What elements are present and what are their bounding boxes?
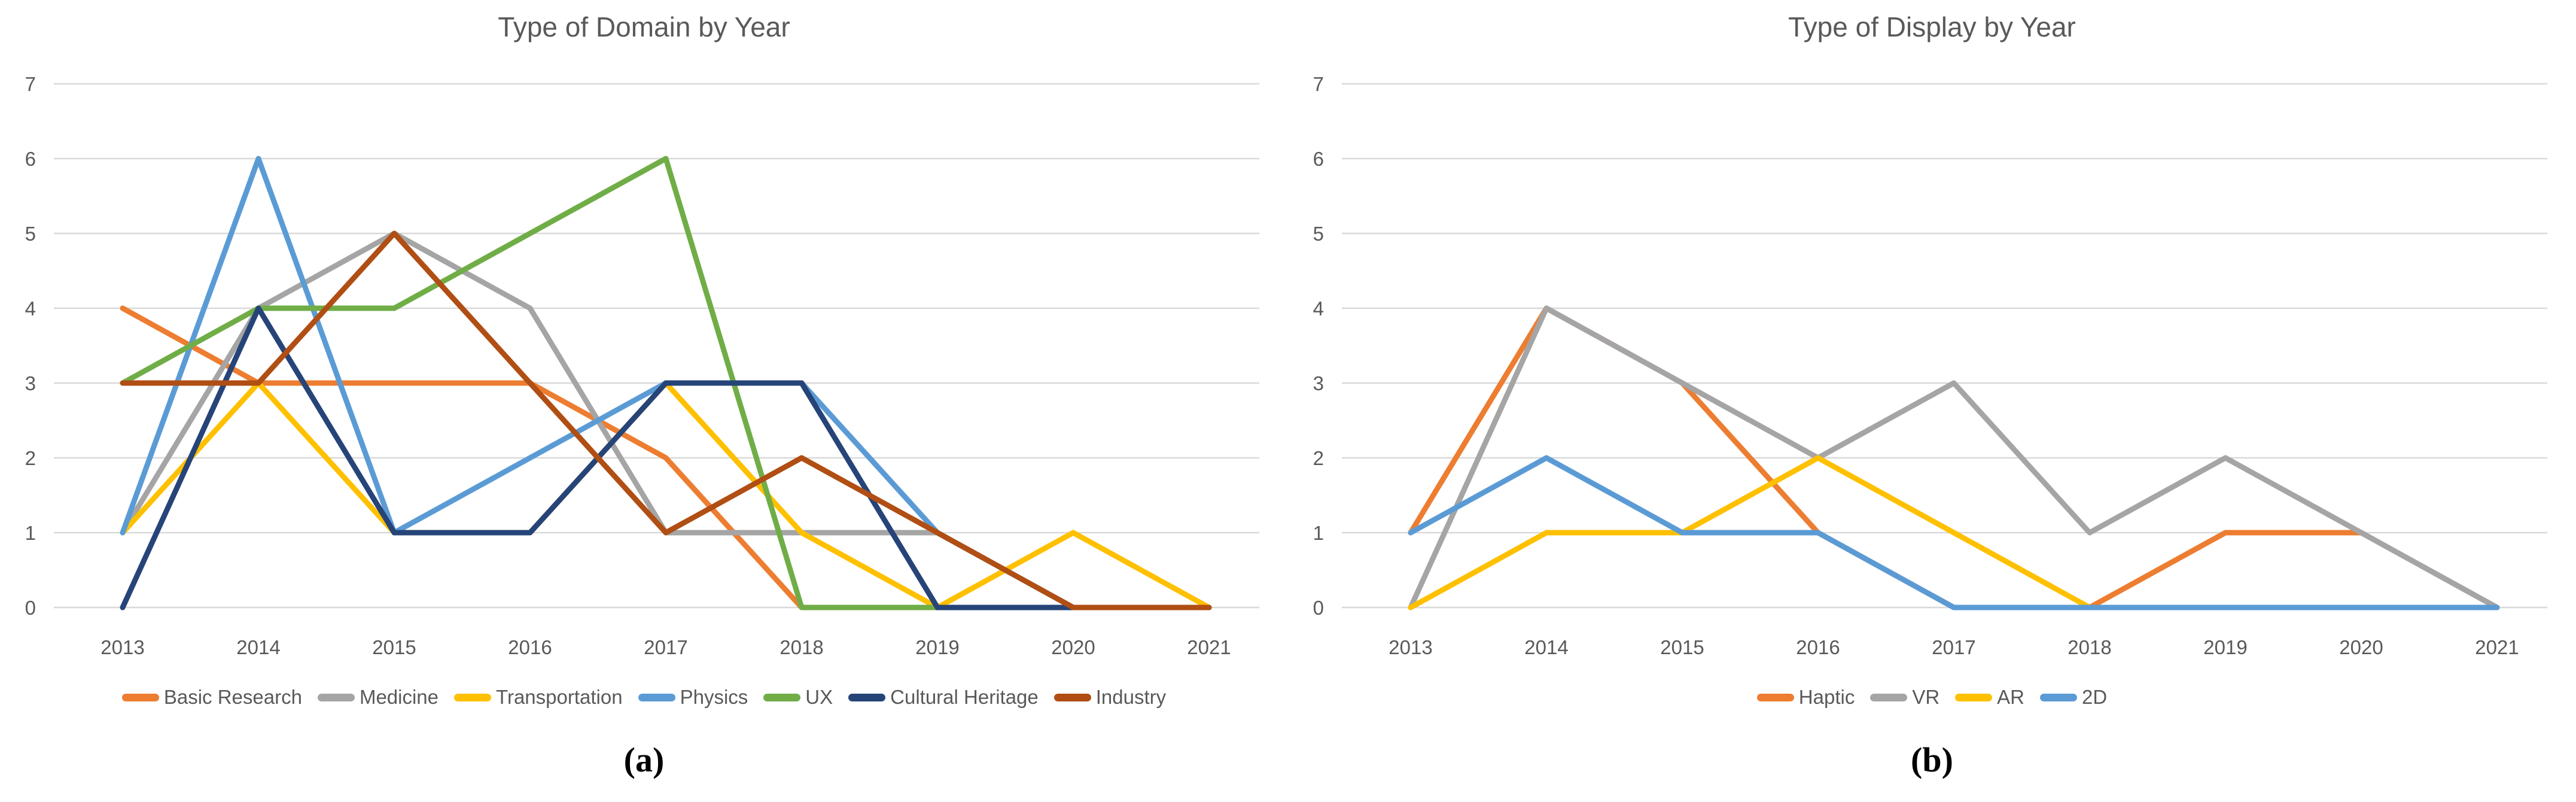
y-tick-label: 4 — [1313, 297, 1324, 320]
x-tick-label: 2017 — [644, 636, 687, 658]
y-tick-label: 5 — [1313, 223, 1324, 245]
y-tick-label: 6 — [1313, 148, 1324, 170]
y-tick-label: 0 — [25, 597, 36, 619]
legend-item-basic-research: Basic Research — [121, 686, 302, 709]
legend-label: Basic Research — [163, 686, 302, 708]
x-tick-label: 2016 — [1796, 636, 1840, 658]
legend-item-medicine: Medicine — [317, 686, 439, 709]
legend-item-haptic: Haptic — [1756, 686, 1855, 709]
x-tick-label: 2013 — [101, 636, 144, 658]
legend-swatch-haptic — [1756, 693, 1794, 701]
y-tick-label: 3 — [25, 372, 36, 394]
y-tick-label: 3 — [1313, 372, 1324, 394]
legend-domain: Basic Research Medicine Transportation Phys… — [0, 686, 1288, 709]
x-tick-label: 2015 — [1660, 636, 1704, 658]
legend-item-industry: Industry — [1053, 686, 1167, 709]
y-tick-label: 2 — [25, 447, 36, 469]
series-line-cultural-heritage — [120, 305, 1212, 610]
legend-swatch-cultural-heritage — [848, 693, 886, 701]
legend-label: AR — [1997, 686, 2025, 708]
x-tick-label: 2018 — [780, 636, 823, 658]
caption-b: (b) — [1911, 740, 1953, 779]
legend-swatch-transportation — [454, 693, 492, 701]
x-tick-label: 2018 — [2068, 636, 2111, 658]
legend-swatch-industry — [1053, 693, 1091, 701]
legend-label: VR — [1912, 686, 1940, 708]
series-line-medicine — [120, 230, 1212, 610]
legend-swatch-medicine — [317, 693, 355, 701]
y-tick-label: 7 — [25, 73, 36, 95]
legend-label: Physics — [680, 686, 748, 708]
chart-title-display: Type of Display by Year — [1788, 11, 2076, 42]
legend-item-transportation: Transportation — [454, 686, 623, 709]
chart-panel-domain: Type of Domain by Year 0 1 2 3 4 5 6 7 2013 2014 2… — [0, 11, 1288, 779]
legend-label: Transportation — [496, 686, 623, 708]
series-line-vr — [1408, 305, 2500, 610]
legend-label: Medicine — [359, 686, 439, 708]
y-tick-label: 1 — [1313, 522, 1324, 544]
legend-item-cultural-heritage: Cultural Heritage — [848, 686, 1039, 709]
x-tick-label: 2021 — [1187, 636, 1231, 658]
legend-display: Haptic VR AR 2D — [1288, 686, 2576, 709]
x-tick-label: 2017 — [1932, 636, 1975, 658]
legend-label: Cultural Heritage — [890, 686, 1039, 708]
plot-area-display: 0 1 2 3 4 5 6 7 2013 2014 2015 2016 2017 2018 2019 2020… — [1313, 73, 2547, 658]
legend-item-ar: AR — [1955, 686, 2024, 709]
legend-swatch-basic-research — [121, 693, 159, 701]
x-tick-label: 2019 — [915, 636, 959, 658]
y-tick-label: 6 — [25, 148, 36, 170]
legend-swatch-vr — [1870, 693, 1908, 701]
y-tick-label: 7 — [1313, 73, 1324, 95]
x-tick-label: 2020 — [2339, 636, 2383, 658]
legend-swatch-physics — [638, 693, 675, 701]
legend-item-ux: UX — [763, 686, 833, 709]
x-tick-label: 2013 — [1389, 636, 1432, 658]
legend-item-2d: 2D — [2040, 686, 2107, 709]
legend-label: UX — [805, 686, 833, 708]
x-tick-label: 2014 — [236, 636, 280, 658]
y-tick-label: 1 — [25, 522, 36, 544]
series-line-transportation — [120, 380, 1212, 610]
legend-swatch-ar — [1955, 693, 1993, 701]
x-tick-label: 2020 — [1051, 636, 1095, 658]
y-tick-label: 2 — [1313, 447, 1324, 469]
chart-title-domain: Type of Domain by Year — [498, 11, 790, 42]
y-tick-label: 0 — [1313, 597, 1324, 619]
legend-swatch-2d — [2040, 693, 2078, 701]
series-line-industry — [120, 230, 1212, 610]
x-tick-label: 2019 — [2203, 636, 2247, 658]
x-tick-label: 2015 — [372, 636, 416, 658]
series-line-2d — [1408, 455, 2500, 610]
chart-panel-display: Type of Display by Year 0 1 2 3 4 5 6 7 2013 2014… — [1288, 0, 2576, 802]
caption-a: (a) — [623, 740, 665, 779]
x-tick-label: 2014 — [1524, 636, 1568, 658]
legend-label: 2D — [2082, 686, 2108, 708]
legend-label: Industry — [1095, 686, 1167, 708]
legend-item-vr: VR — [1870, 686, 1939, 709]
legend-swatch-ux — [763, 693, 801, 701]
x-tick-label: 2016 — [508, 636, 552, 658]
plot-area-domain: 0 1 2 3 4 5 6 7 2013 2014 2015 2016 2017 2018 2019 2020… — [25, 73, 1259, 658]
y-tick-label: 5 — [25, 223, 36, 245]
x-tick-label: 2021 — [2475, 636, 2519, 658]
legend-label: Haptic — [1798, 686, 1855, 708]
y-tick-label: 4 — [25, 297, 36, 320]
legend-item-physics: Physics — [638, 686, 748, 709]
